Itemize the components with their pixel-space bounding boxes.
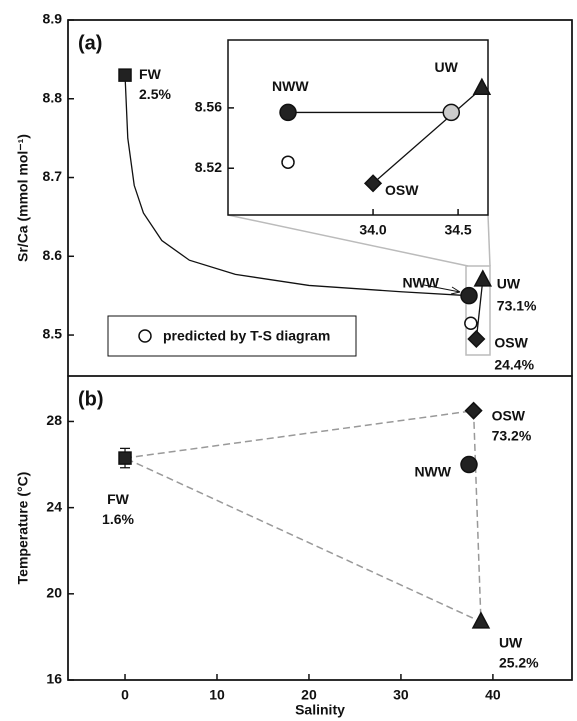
zoom-line [227,214,469,267]
marker [460,286,478,305]
point-share: 1.6% [102,511,134,527]
x-tick-label: 10 [209,687,225,703]
marker [464,316,478,330]
point-name: FW [139,66,162,82]
arrow [423,284,461,293]
panel-frame [227,39,489,216]
zoom-box [465,265,491,356]
point-name: FW [107,491,130,507]
legend-label: predicted by T-S diagram [163,328,330,344]
y-tick-label: 8.9 [43,11,63,27]
marker [471,611,491,629]
marker [118,68,132,82]
zoom-line [487,214,491,267]
x-tick-label: 34.5 [444,222,471,238]
arrow-head [450,286,461,295]
panel-label: (b) [78,388,104,410]
point-share: 24.4% [494,357,534,373]
marker [473,269,493,287]
x-tick-label: 30 [393,687,409,703]
marker [472,77,492,96]
line [124,75,470,297]
point-name: UW [499,635,523,651]
x-tick-label: 34.0 [359,222,386,238]
point-name: OSW [492,407,526,423]
marker [460,455,478,474]
marker [281,155,295,169]
x-tick-label: 40 [485,687,501,703]
panel-label: (a) [78,32,102,54]
point-name: OSW [494,335,528,351]
y-tick-label: 20 [46,585,62,601]
y-tick-label: 8.6 [43,247,63,263]
panel-frame [67,375,573,681]
point-name: OSW [385,182,419,198]
y-tick-label: 24 [46,498,62,514]
point-share: 73.2% [492,427,532,443]
y-axis-label: Sr/Ca (mmol mol⁻¹) [15,134,31,262]
marker [118,451,132,465]
marker [442,103,461,122]
y-tick-label: 8.8 [43,89,63,105]
point-name: NWW [402,274,439,290]
marker [363,174,383,193]
marker [464,401,483,420]
x-axis-label: Salinity [295,702,345,718]
point-name: UW [497,276,521,292]
point-name: UW [435,59,459,75]
marker [467,329,486,349]
legend-marker [138,329,152,343]
point-share: 25.2% [499,655,539,671]
y-tick-label: 8.52 [195,159,222,175]
y-tick-label: 8.5 [43,326,63,342]
y-tick-label: 8.56 [195,99,222,115]
line [372,87,483,184]
y-tick-label: 8.7 [43,168,63,184]
line [475,279,484,340]
point-name: NWW [414,463,451,479]
point-name: NWW [272,78,309,94]
y-tick-label: 16 [46,671,62,687]
point-share: 73.1% [497,298,537,314]
x-tick-label: 20 [301,687,317,703]
y-tick-label: 28 [46,412,62,428]
x-tick-label: 0 [121,687,129,703]
marker [279,103,297,122]
point-share: 2.5% [139,86,171,102]
y-axis-label: Temperature (°C) [15,472,31,585]
line [124,409,482,624]
